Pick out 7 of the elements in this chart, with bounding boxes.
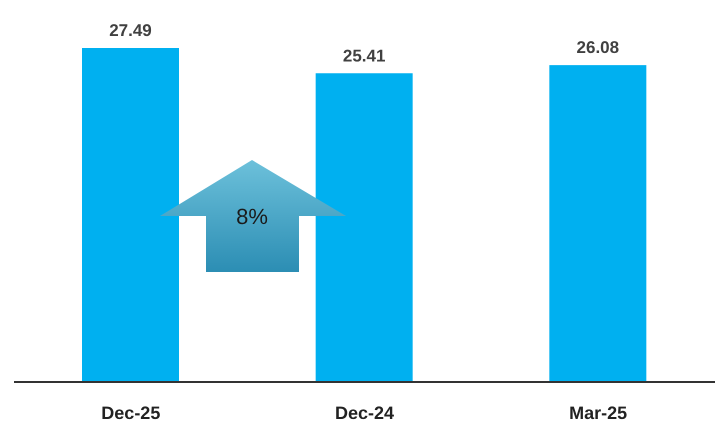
data-label: 27.49: [109, 21, 152, 40]
data-label: 26.08: [576, 38, 620, 58]
x-tick-label: Mar-25: [569, 402, 628, 423]
x-tick-label: Dec-25: [101, 402, 160, 423]
x-tick-label: Dec-24: [334, 402, 394, 423]
annotation: 8%: [235, 204, 269, 230]
data-label: 25.41: [342, 46, 386, 66]
